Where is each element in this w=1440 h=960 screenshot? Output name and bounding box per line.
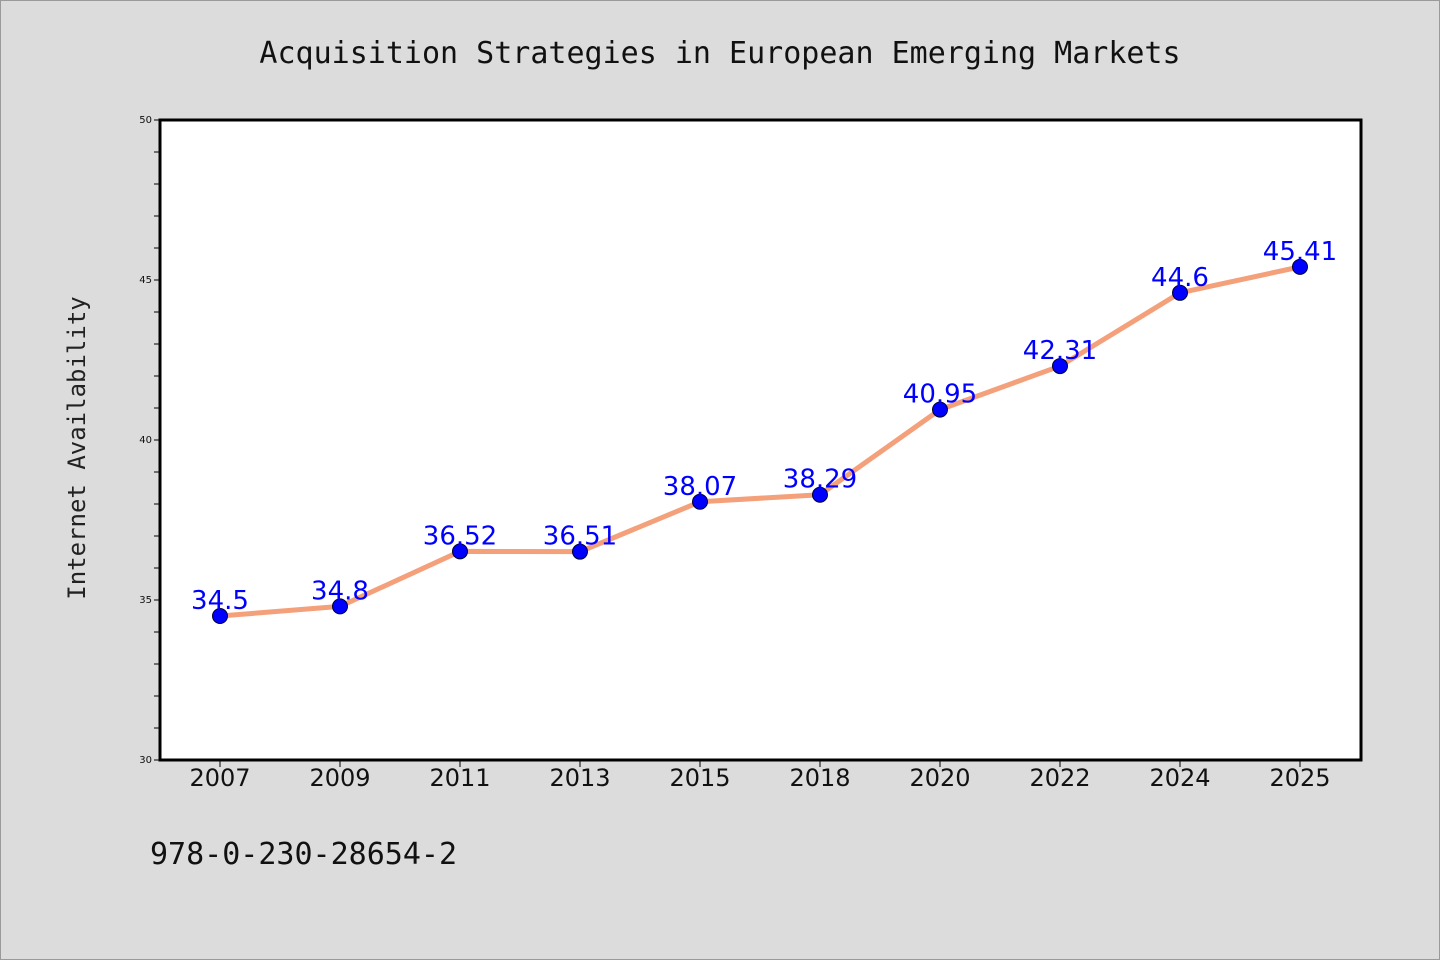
data-label: 38.07: [663, 472, 737, 502]
plot-area: [158, 118, 1363, 762]
data-label: 44.6: [1151, 263, 1209, 293]
data-point-marker: [1172, 284, 1188, 301]
y-tick-label: 30: [139, 755, 152, 766]
data-point-marker: [212, 608, 228, 624]
x-tick-label: 2015: [669, 764, 730, 792]
data-point-marker: [692, 493, 708, 510]
data-label: 36.52: [423, 521, 497, 551]
y-axis-label: Internet Availability: [63, 296, 91, 599]
y-tick-label: 45: [139, 275, 152, 286]
data-label: 40.95: [903, 380, 977, 410]
chart-title: Acquisition Strategies in European Emerg…: [259, 36, 1180, 71]
data-label: 45.41: [1263, 237, 1337, 267]
x-tick-label: 2013: [549, 764, 610, 792]
y-axis-ticks: 30 35 40 45 50: [139, 115, 160, 766]
x-tick-label: 2025: [1269, 764, 1330, 792]
y-tick-label: 50: [139, 115, 152, 126]
data-point-marker: [572, 543, 588, 560]
data-point-marker: [1052, 358, 1068, 375]
data-point-marker: [1292, 258, 1308, 275]
x-tick-label: 2011: [429, 764, 490, 792]
data-point-marker: [812, 486, 828, 503]
y-tick-label: 35: [139, 595, 152, 606]
x-tick-label: 2022: [1029, 764, 1090, 792]
x-axis-ticks: 2007 2009 2011 2013 2015 2018 2020 2022 2024 2025: [189, 760, 1331, 792]
data-label: 36.51: [543, 522, 617, 552]
data-label: 34.5: [191, 586, 249, 616]
x-tick-label: 2018: [789, 764, 850, 792]
data-label: 34.8: [311, 576, 369, 606]
y-tick-label: 40: [139, 435, 152, 446]
x-tick-label: 2009: [309, 764, 370, 792]
x-tick-label: 2020: [909, 764, 970, 792]
isbn-code: 978-0-230-28654-2: [150, 837, 457, 872]
x-tick-label: 2024: [1149, 764, 1210, 792]
data-labels: 34.5 34.8 36.52 36.51 38.07 38.29 40.95 42.31 44…: [191, 237, 1337, 616]
data-point-marker: [452, 543, 468, 560]
x-tick-label: 2007: [189, 764, 250, 792]
data-point-marker: [932, 401, 948, 418]
data-point-marker: [332, 598, 348, 615]
data-label: 42.31: [1023, 336, 1097, 366]
data-markers: [212, 258, 1308, 624]
series-line: [217, 264, 1303, 619]
data-label: 38.29: [783, 465, 857, 495]
